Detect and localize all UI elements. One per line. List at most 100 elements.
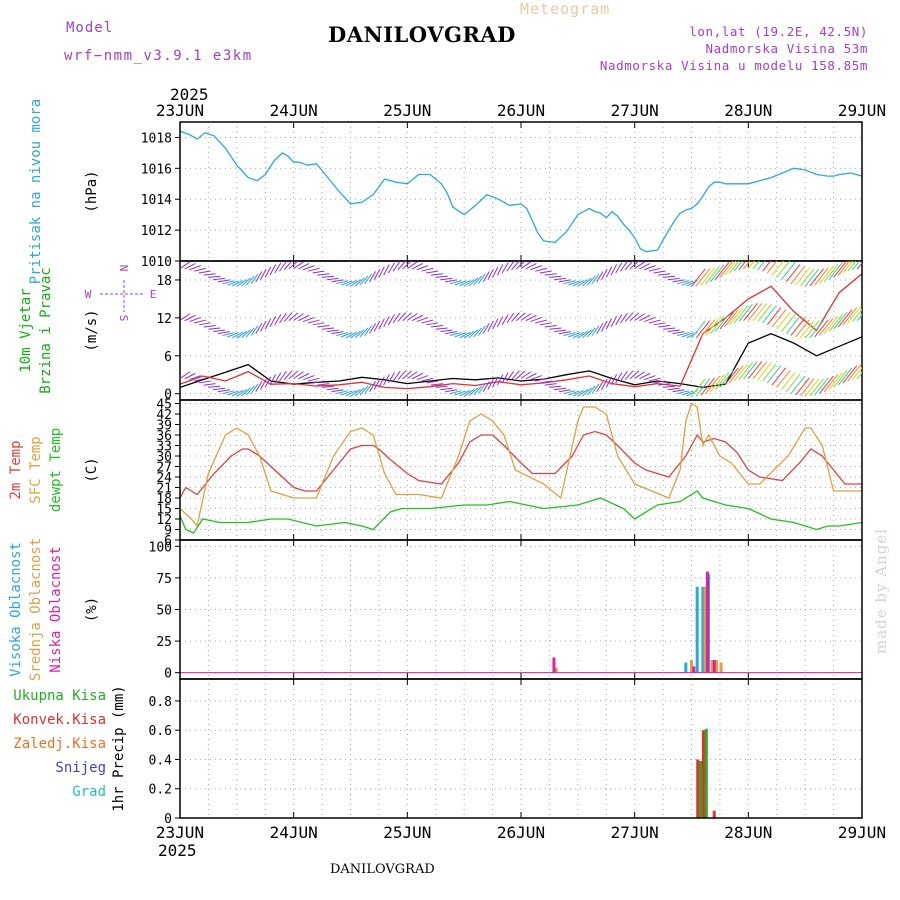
wind-barb — [426, 380, 439, 384]
cloud_cover-bar — [554, 667, 558, 673]
wind-barb — [411, 372, 423, 380]
wind-barb — [496, 264, 504, 276]
cloud_cover-bar — [719, 662, 723, 673]
y-tick-label: 0 — [164, 812, 172, 827]
wind-barb — [804, 378, 820, 397]
wind-barb — [714, 262, 730, 281]
wind-barb — [307, 319, 320, 324]
wind-barb — [620, 312, 628, 324]
wind-barb — [847, 261, 857, 272]
cloud_cover-bar — [692, 666, 696, 673]
wind-barb — [288, 312, 299, 322]
wind-barb — [245, 385, 255, 396]
wind-barb — [283, 261, 293, 271]
wind-barb — [250, 273, 259, 284]
wind-barb — [752, 261, 760, 270]
date-label-bottom: 29JUN — [838, 823, 886, 842]
wind-barb — [407, 371, 418, 379]
wind-barb — [492, 318, 499, 330]
wind-barb — [558, 331, 571, 335]
wind-barb — [752, 303, 768, 322]
wind-barb — [596, 323, 604, 334]
wind-barb — [515, 312, 526, 322]
wind-barb — [501, 314, 509, 326]
wind-barb — [445, 331, 458, 335]
wind-barb — [624, 261, 634, 271]
wind-barb — [336, 332, 349, 336]
wind-barb — [747, 360, 763, 379]
y-tick-label: 6 — [164, 350, 172, 365]
wind-barb — [340, 390, 353, 396]
precip-legend-label: Grad — [72, 784, 106, 800]
wind-barb — [691, 378, 706, 397]
wind-barb — [454, 332, 467, 338]
wind-barb — [426, 322, 439, 326]
wind-barb — [771, 367, 787, 386]
wind-barb — [852, 366, 862, 381]
temperature-series-line — [180, 490, 862, 534]
wind-barb — [293, 313, 304, 321]
date-label-top: 23JUN — [156, 101, 204, 120]
wind-barb — [833, 369, 848, 388]
wind-barb — [473, 385, 482, 396]
wind-barb — [738, 261, 747, 271]
wind-barb — [515, 370, 526, 380]
page-title: DANILOVGRAD — [328, 22, 516, 47]
wind-barb — [430, 325, 443, 328]
pressure-side-label: Pritisak na nivou mora — [28, 99, 44, 284]
wind-barb — [283, 370, 293, 381]
wind-barb — [350, 389, 361, 397]
y-tick-label: 0 — [164, 667, 172, 682]
wind-barb — [477, 273, 486, 284]
wind-barb — [231, 331, 244, 339]
wind-barb — [411, 262, 423, 270]
precip-legend-label: Ukupna Kisa — [13, 688, 106, 704]
wind-barb — [752, 361, 768, 380]
wind-barb — [231, 280, 244, 287]
wind-barb — [501, 372, 509, 384]
wind-barb — [601, 268, 608, 280]
wind-barb — [795, 377, 810, 396]
wind-barb — [298, 314, 310, 322]
wind-barb — [582, 387, 592, 397]
y-tick-label: 36 — [156, 429, 172, 444]
wind-barb — [586, 327, 596, 338]
wind-barb — [634, 371, 645, 379]
wind-barb — [563, 332, 576, 336]
wind-barb — [255, 381, 263, 393]
wind-barb — [663, 327, 676, 330]
wind-barb — [468, 387, 479, 397]
wind-barb — [582, 277, 592, 287]
wind-barb — [496, 374, 504, 386]
precip-legend-label: Konvek.Kisa — [13, 712, 106, 728]
wind-barb — [397, 370, 407, 381]
wind-barb — [629, 261, 640, 270]
wind-barb — [847, 363, 862, 382]
wind-barb — [222, 390, 235, 395]
wind-barb — [833, 261, 848, 278]
date-label-top: 29JUN — [838, 101, 886, 120]
y-tick-label: 9 — [164, 524, 172, 539]
cloud_cover-side-label: Niska Oblacnost — [48, 546, 64, 672]
wind-barb — [852, 261, 861, 271]
wind-barb — [369, 381, 377, 393]
wind-barb — [241, 387, 251, 397]
wind-barb — [790, 317, 806, 336]
wind-barb — [766, 307, 782, 326]
wind-barb — [658, 383, 671, 386]
y-tick-label: 27 — [156, 461, 172, 476]
wind-barb — [667, 387, 680, 391]
wind-barb — [653, 270, 666, 274]
wind-barb — [331, 331, 344, 335]
wind-barb — [511, 370, 520, 381]
precipitation-bar — [699, 760, 703, 818]
y-tick-label: 45 — [156, 398, 172, 413]
wind-barb — [245, 275, 255, 286]
wind-barb — [307, 377, 320, 382]
y-tick-label: 21 — [156, 482, 172, 497]
wind-barb — [194, 319, 206, 324]
wind-barb — [383, 374, 390, 386]
wind-barb — [828, 372, 843, 390]
wind-barb — [416, 316, 429, 323]
